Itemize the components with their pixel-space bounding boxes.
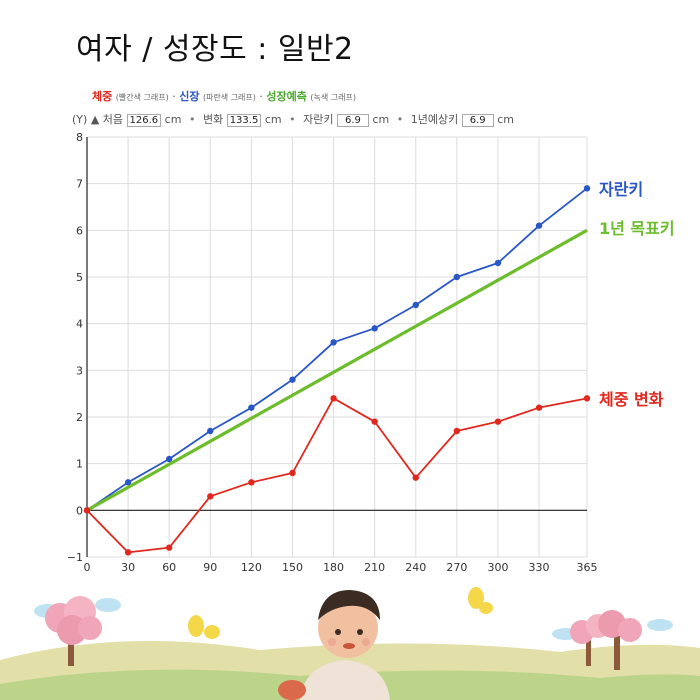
start-value-field[interactable]: 126.6 bbox=[126, 114, 162, 127]
series-line bbox=[86, 397, 588, 554]
change-value-field[interactable]: 133.5 bbox=[226, 114, 262, 127]
data-point bbox=[494, 418, 502, 425]
tree-right-icon bbox=[570, 610, 642, 670]
data-point bbox=[583, 395, 591, 402]
data-point bbox=[207, 427, 214, 435]
series-label-weight: 체중 변화 bbox=[599, 390, 664, 410]
y-tick-label: 7 bbox=[76, 178, 83, 191]
change-unit: cm bbox=[264, 113, 282, 126]
data-point bbox=[165, 544, 173, 551]
grow-value-field[interactable]: 6.9 bbox=[336, 114, 369, 127]
data-point bbox=[412, 474, 419, 481]
x-tick-label: 240 bbox=[405, 561, 426, 574]
series-line bbox=[86, 228, 588, 512]
data-point bbox=[165, 455, 173, 463]
page-title: 여자 / 성장도 : 일반2 bbox=[76, 32, 354, 67]
predict-value-field[interactable]: 6.9 bbox=[461, 114, 494, 127]
legend-weight-note: (빨간색 그래프) bbox=[115, 93, 169, 102]
data-point bbox=[453, 427, 461, 435]
data-point bbox=[412, 301, 419, 309]
legend-sep: · bbox=[259, 90, 263, 103]
data-point bbox=[124, 549, 132, 556]
legend-height-note: (파란색 그래프) bbox=[202, 93, 256, 102]
butterfly-icon bbox=[188, 587, 493, 639]
y-axis-label: (Y) bbox=[72, 113, 88, 126]
legend-height: 신장 bbox=[179, 90, 200, 103]
x-tick-label: 60 bbox=[162, 561, 176, 574]
data-point bbox=[248, 479, 255, 486]
series-label-height: 자란키 bbox=[599, 180, 644, 200]
data-point bbox=[330, 395, 337, 402]
bullet-icon: • bbox=[396, 113, 404, 126]
child-illustration bbox=[278, 590, 390, 700]
grow-label: 자란키 bbox=[303, 113, 334, 126]
data-point bbox=[535, 222, 543, 229]
x-tick-label: 270 bbox=[446, 561, 467, 574]
x-tick-label: 0 bbox=[84, 561, 91, 574]
data-point bbox=[289, 469, 296, 477]
data-point bbox=[494, 259, 502, 267]
legend-weight: 체중 bbox=[92, 90, 113, 103]
data-point bbox=[83, 507, 91, 514]
y-tick-label: 5 bbox=[76, 271, 83, 284]
x-tick-label: 90 bbox=[203, 561, 217, 574]
start-unit: cm bbox=[164, 113, 182, 126]
predict-unit: cm bbox=[497, 113, 514, 126]
data-point bbox=[453, 273, 461, 281]
predict-label: 1년예상키 bbox=[410, 113, 459, 126]
data-point bbox=[207, 493, 214, 500]
illustration-scene bbox=[0, 587, 700, 700]
x-tick-label: 210 bbox=[364, 561, 385, 574]
change-label: 변화 bbox=[202, 113, 224, 126]
series-label-target: 1년 목표키 bbox=[599, 219, 675, 239]
controls-bar: (Y) ▲ 처음 126.6 cm • 변화 133.5 cm • 자란키 6.… bbox=[72, 111, 514, 127]
x-tick-label: 150 bbox=[282, 561, 303, 574]
x-tick-label: 330 bbox=[529, 561, 550, 574]
y-tick-label: 2 bbox=[76, 411, 83, 424]
y-tick-label: 3 bbox=[76, 364, 83, 377]
legend-growth-note: (녹색 그래프) bbox=[310, 93, 356, 102]
grid bbox=[86, 136, 588, 558]
y-tick-label: −1 bbox=[67, 551, 83, 564]
up-arrow-icon: ▲ bbox=[90, 113, 100, 126]
bullet-icon: • bbox=[188, 113, 196, 126]
x-tick-label: 180 bbox=[323, 561, 344, 574]
y-tick-label: 6 bbox=[76, 224, 83, 237]
legend-bar: 체중 (빨간색 그래프) · 신장 (파란색 그래프) · 성장예측 (녹색 그… bbox=[92, 88, 356, 104]
start-label: 처음 bbox=[102, 113, 124, 126]
data-point bbox=[248, 404, 255, 411]
x-tick-label: 300 bbox=[487, 561, 508, 574]
series-line bbox=[86, 187, 588, 512]
tree-left-icon bbox=[45, 596, 102, 666]
data-point bbox=[289, 376, 296, 383]
data-point bbox=[124, 479, 132, 486]
series-lines bbox=[83, 185, 591, 556]
axes: 0 30 60 90 120 150 180 210 240 270 300 330 365876543… bbox=[67, 131, 598, 574]
x-tick-label: 30 bbox=[121, 561, 135, 574]
legend-growth: 성장예측 bbox=[266, 90, 307, 103]
x-tick-label: 365 bbox=[577, 561, 598, 574]
y-tick-label: 1 bbox=[76, 458, 83, 471]
bullet-icon: • bbox=[289, 113, 296, 126]
x-tick-label: 120 bbox=[241, 561, 262, 574]
y-tick-label: 4 bbox=[76, 318, 83, 331]
grow-unit: cm bbox=[372, 113, 390, 126]
legend-sep: · bbox=[172, 90, 176, 103]
y-tick-label: 0 bbox=[76, 504, 83, 517]
data-point bbox=[371, 325, 378, 332]
data-point bbox=[583, 185, 591, 192]
y-tick-label: 8 bbox=[76, 131, 83, 144]
data-point bbox=[371, 418, 378, 425]
data-point bbox=[535, 404, 543, 411]
data-point bbox=[330, 339, 337, 346]
